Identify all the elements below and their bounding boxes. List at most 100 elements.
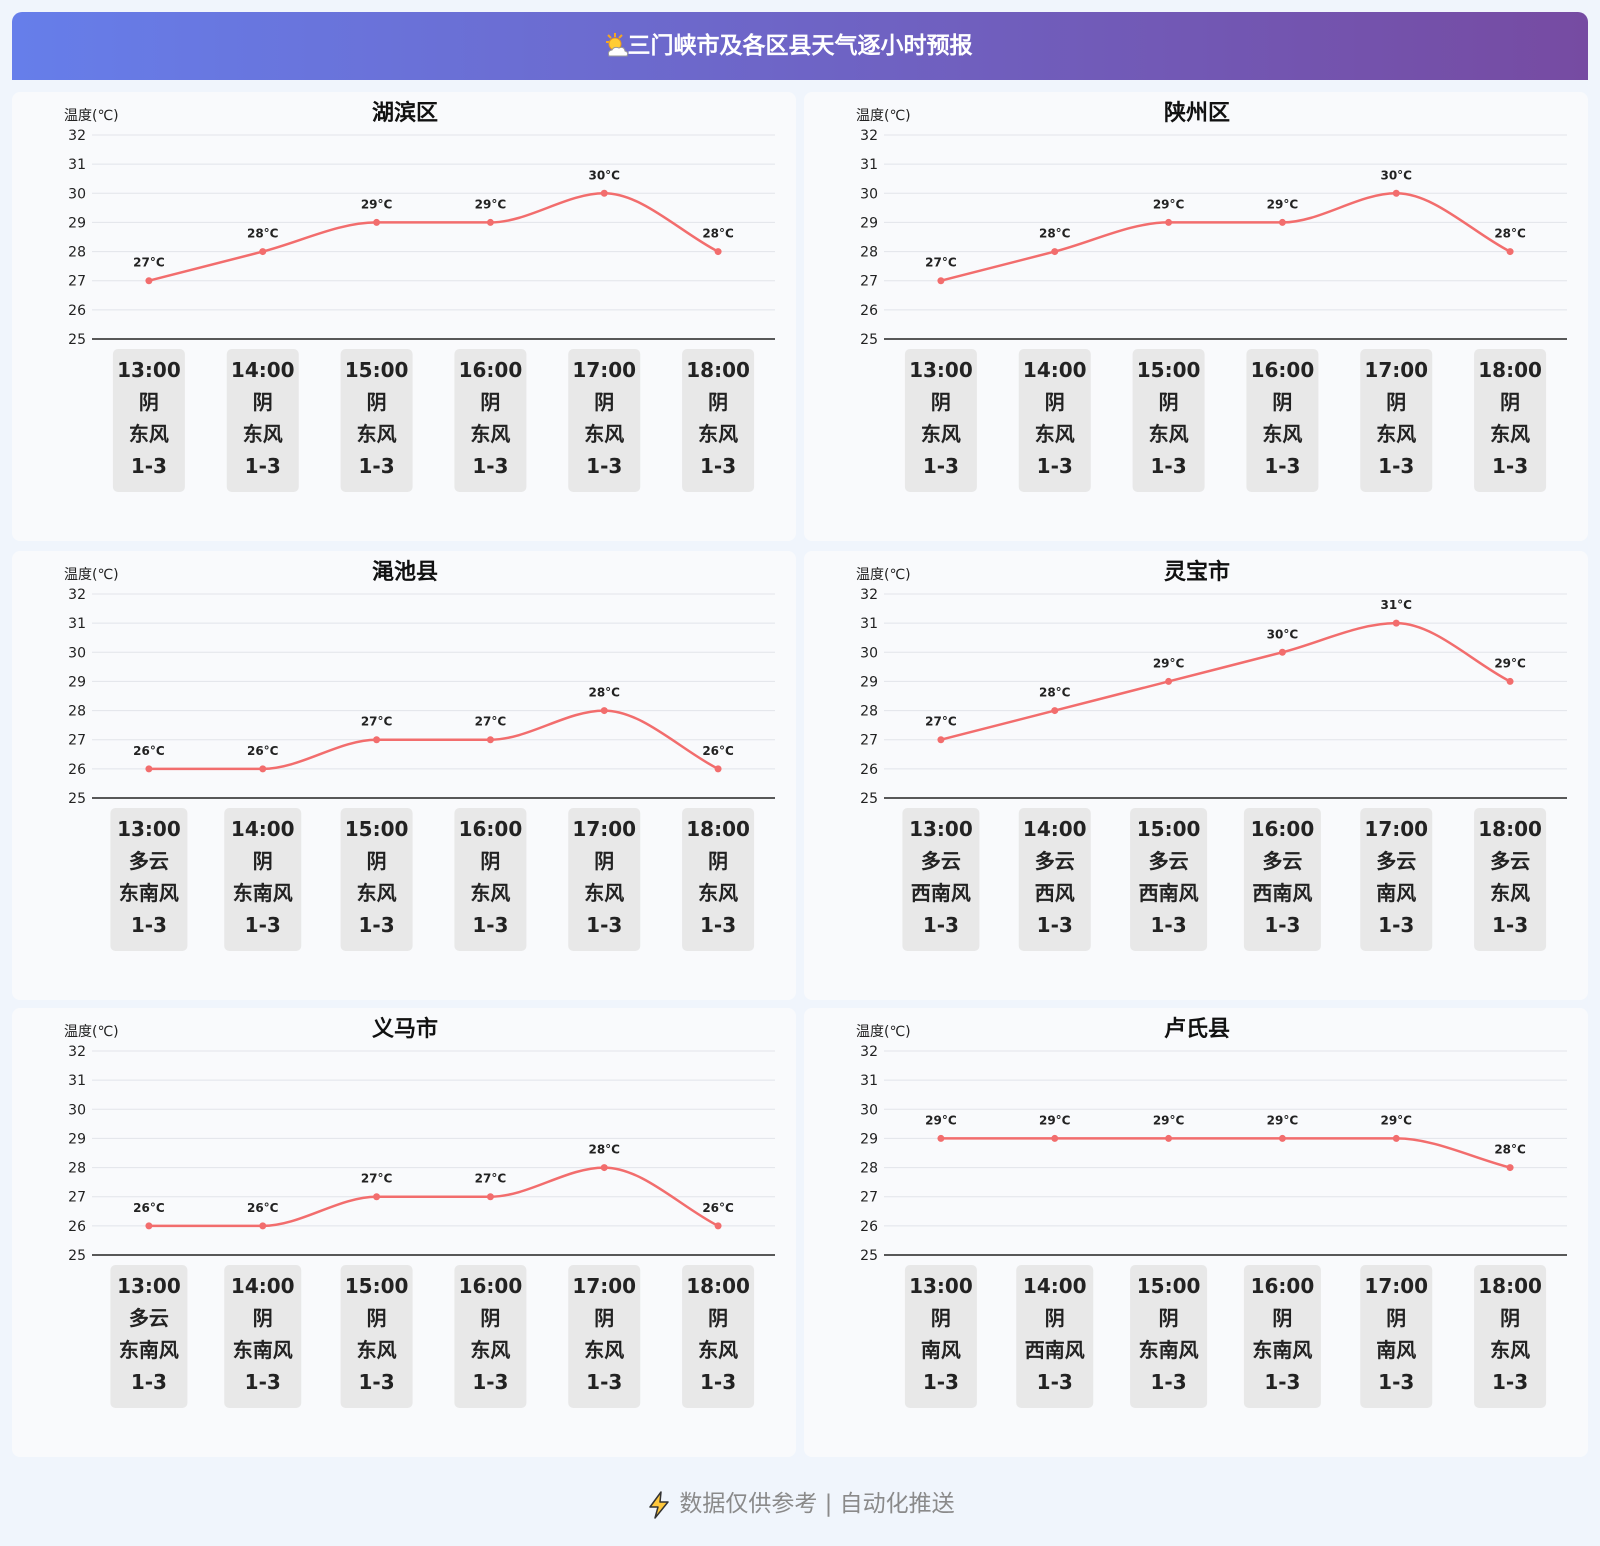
forecast-time: 15:00 <box>1137 817 1201 841</box>
temperature-point <box>714 1222 722 1230</box>
forecast-weather: 阴 <box>1386 390 1406 414</box>
chart: 卢氏县 温度(℃) 25 26 27 28 29 30 31 32 29°C 29°C 29°C 29°C… <box>856 1016 1567 1408</box>
temperature-point <box>1278 1134 1286 1142</box>
forecast-wind: 西南风 <box>911 881 971 905</box>
temperature-point <box>486 1193 494 1201</box>
forecast-weather: 阴 <box>253 1306 273 1330</box>
y-tick-label: 28 <box>860 245 878 261</box>
forecast-time: 17:00 <box>1364 817 1428 841</box>
forecast-time: 16:00 <box>1251 817 1315 841</box>
value-label: 30°C <box>1267 627 1299 641</box>
forecast-time: 15:00 <box>345 817 409 841</box>
forecast-time: 16:00 <box>459 358 523 382</box>
forecast-wind: 东风 <box>698 422 738 446</box>
value-label: 29°C <box>1267 1113 1299 1127</box>
forecast-weather: 阴 <box>1159 390 1179 414</box>
forecast-time: 14:00 <box>231 817 295 841</box>
forecast-wind-scale: 1-3 <box>586 454 622 478</box>
forecast-box <box>1243 808 1321 951</box>
value-label: 28°C <box>1039 227 1071 241</box>
forecast-wind: 东风 <box>470 422 510 446</box>
forecast-box <box>1246 349 1319 492</box>
y-tick-label: 32 <box>860 587 878 603</box>
header: 三门峡市及各区县天气逐小时预报 <box>12 12 1588 80</box>
forecast-time: 18:00 <box>686 358 750 382</box>
temperature-point <box>1392 619 1400 627</box>
forecast-wind-scale: 1-3 <box>923 1370 959 1394</box>
forecast-wind: 东风 <box>1149 422 1189 446</box>
value-label: 29°C <box>1153 656 1185 670</box>
y-tick-label: 25 <box>68 1248 86 1264</box>
y-axis-label: 温度(℃) <box>64 567 119 583</box>
temperature-point <box>1392 1134 1400 1142</box>
y-tick-label: 28 <box>68 704 86 720</box>
temperature-point <box>937 736 945 744</box>
forecast-box <box>112 349 185 492</box>
forecast-wind-scale: 1-3 <box>700 913 736 937</box>
forecast-time: 17:00 <box>1364 1274 1428 1298</box>
forecast-box <box>224 808 302 951</box>
forecast-wind: 东南风 <box>1252 1338 1312 1362</box>
forecast-wind: 东风 <box>1490 422 1530 446</box>
forecast-box <box>110 1265 188 1408</box>
forecast-wind: 东风 <box>357 422 397 446</box>
y-tick-label: 25 <box>68 332 86 348</box>
value-label: 28°C <box>1494 1143 1526 1157</box>
temperature-point <box>1051 248 1059 256</box>
temperature-point <box>714 248 722 256</box>
forecast-box <box>1018 349 1091 492</box>
forecast-wind-scale: 1-3 <box>131 1370 167 1394</box>
forecast-wind-scale: 1-3 <box>245 454 281 478</box>
forecast-wind-scale: 1-3 <box>1037 454 1073 478</box>
temperature-point <box>1506 677 1514 685</box>
temperature-point <box>486 218 494 226</box>
y-tick-label: 32 <box>68 587 86 603</box>
forecast-wind: 东风 <box>698 881 738 905</box>
y-tick-label: 28 <box>68 245 86 261</box>
value-label: 28°C <box>1039 686 1071 700</box>
district-panel: 陕州区 温度(℃) 25 26 27 28 29 30 31 32 27°C 28°C 29°C 29°C… <box>804 92 1588 541</box>
forecast-time: 18:00 <box>1478 1274 1542 1298</box>
temperature-point <box>937 277 945 285</box>
lightning-icon <box>649 1490 670 1519</box>
forecast-weather: 阴 <box>1159 1306 1179 1330</box>
y-tick-label: 27 <box>860 733 878 749</box>
forecast-box <box>1474 1265 1547 1408</box>
forecast-time: 14:00 <box>231 1274 295 1298</box>
forecast-box <box>682 808 755 951</box>
forecast-weather: 多云 <box>1376 849 1416 873</box>
district-panel: 灵宝市 温度(℃) 25 26 27 28 29 30 31 32 27°C 28°C 29°C 30°C… <box>804 551 1588 1000</box>
y-tick-label: 29 <box>860 1131 878 1147</box>
weather-icon <box>606 33 629 57</box>
forecast-wind-scale: 1-3 <box>1264 1370 1300 1394</box>
forecast-wind-scale: 1-3 <box>1492 913 1528 937</box>
forecast-box <box>1130 1265 1208 1408</box>
forecast-weather: 阴 <box>594 390 614 414</box>
forecast-wind: 东风 <box>129 422 169 446</box>
forecast-wind-scale: 1-3 <box>359 454 395 478</box>
forecast-time: 18:00 <box>686 1274 750 1298</box>
forecast-box <box>1243 1265 1321 1408</box>
forecast-time: 16:00 <box>1251 1274 1315 1298</box>
y-axis-label: 温度(℃) <box>856 108 911 124</box>
chart: 渑池县 温度(℃) 25 26 27 28 29 30 31 32 26°C 26°C 27°C 27°C… <box>64 560 775 951</box>
temperature-point <box>600 189 608 197</box>
forecast-box <box>568 1265 641 1408</box>
forecast-time: 14:00 <box>1023 358 1087 382</box>
forecast-wind-scale: 1-3 <box>1151 1370 1187 1394</box>
value-label: 27°C <box>925 256 957 270</box>
forecast-wind-scale: 1-3 <box>131 913 167 937</box>
forecast-wind: 东南风 <box>119 881 179 905</box>
forecast-wind-scale: 1-3 <box>1264 913 1300 937</box>
forecast-wind: 东风 <box>1490 881 1530 905</box>
value-label: 27°C <box>361 715 393 729</box>
forecast-time: 13:00 <box>117 817 181 841</box>
forecast-weather: 阴 <box>708 390 728 414</box>
forecast-weather: 阴 <box>1272 390 1292 414</box>
forecast-box <box>110 808 188 951</box>
forecast-wind: 东南风 <box>1139 1338 1199 1362</box>
forecast-weather: 多云 <box>1262 849 1302 873</box>
forecast-time: 17:00 <box>572 1274 636 1298</box>
forecast-box <box>1130 808 1208 951</box>
value-label: 28°C <box>588 1143 620 1157</box>
